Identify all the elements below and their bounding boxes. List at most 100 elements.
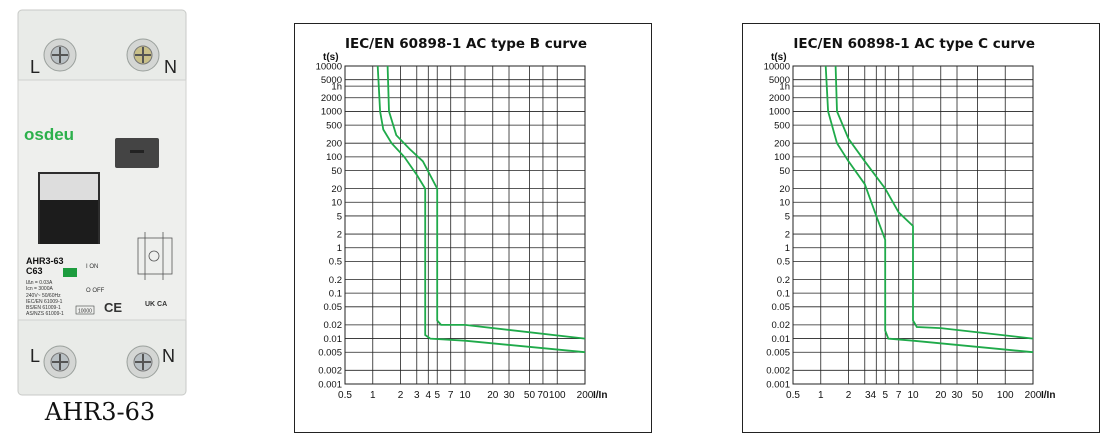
- y-tick-label: 0.001: [766, 379, 790, 390]
- y-tick-label: 10000: [316, 61, 342, 72]
- x-tick-label: 70: [537, 390, 549, 401]
- x-tick-label: 10: [907, 390, 919, 401]
- y-tick-label: 0.5: [329, 257, 342, 268]
- x-tick-label: 5: [882, 390, 888, 401]
- plot-border: [344, 65, 586, 385]
- y-tick-label: 5000: [769, 75, 790, 86]
- y-tick-label: 50: [331, 166, 342, 177]
- curve-series-2: [386, 65, 586, 340]
- x-tick-label: 0.5: [338, 390, 352, 401]
- screw-icon: [43, 38, 77, 72]
- off-label: O OFF: [86, 288, 105, 294]
- x-tick-label: 4: [426, 390, 432, 401]
- y-tick-label: 0.05: [772, 302, 791, 313]
- x-tick-label: 20: [487, 390, 499, 401]
- y-tick-label: 1: [785, 243, 790, 254]
- y-tick-label: 100: [326, 152, 342, 163]
- y-tick-label: 1000: [769, 107, 790, 118]
- spec-line: 240V~ 50/60Hz: [26, 293, 61, 299]
- chart-b-svg: IEC/EN 60898-1 AC type B curve t(s)10000 5…: [316, 36, 608, 401]
- y-tick-label: 0.5: [777, 257, 790, 268]
- x-tick-label: 50: [972, 390, 984, 401]
- y-tick-label: 2000: [769, 93, 790, 104]
- breaker-illustration: L N osdeu AHR3-63 C63 I ON O OFF IΔn = 0…: [17, 9, 187, 396]
- x-tick-label: 1: [370, 390, 376, 401]
- chart-type-b: IEC/EN 60898-1 AC type B curve t(s) 10000 5…: [294, 23, 652, 433]
- model-label: AHR3-63: [26, 256, 64, 266]
- chart-type-c: IEC/EN 60898-1 AC type C curve t(s) 10000 5…: [742, 23, 1100, 433]
- x-tick-label: 50: [524, 390, 536, 401]
- x-tick-label: 10: [459, 390, 471, 401]
- curve-series-1: [376, 65, 586, 354]
- circuit-diagram-icon: [137, 232, 173, 280]
- y-tick-label: 1: [337, 243, 342, 254]
- x-tick-label: 200: [1025, 390, 1042, 401]
- rating-label: C63: [26, 266, 43, 276]
- y-tick-label: 0.01: [324, 334, 343, 345]
- y-tick-label: 10000: [764, 61, 790, 72]
- terminal-label: N: [164, 57, 177, 77]
- y-tick-label: 0.1: [777, 288, 790, 299]
- terminal-label: L: [30, 346, 40, 366]
- screw-icon: [43, 345, 77, 379]
- x-tick-label: 0.5: [786, 390, 800, 401]
- y-tick-label: 100: [774, 152, 790, 163]
- y-tick-label: 0.05: [324, 302, 343, 313]
- spec-line: IΔn = 0.03A: [26, 280, 53, 286]
- chart-title: IEC/EN 60898-1 AC type B curve: [345, 36, 587, 52]
- spec-line: Icn = 3000A: [26, 286, 53, 292]
- ce-mark: CE: [104, 300, 122, 315]
- y-tick-label: 200: [326, 138, 342, 149]
- chart-c-svg: IEC/EN 60898-1 AC type C curve t(s)10000 5…: [764, 36, 1056, 401]
- terminal-label: L: [30, 57, 40, 77]
- y-tick-label: 2000: [321, 93, 342, 104]
- y-tick-label: 2: [337, 229, 342, 240]
- screw-icon: [126, 38, 160, 72]
- x-tick-label: 30: [503, 390, 515, 401]
- product-caption: AHR3-63: [44, 398, 156, 426]
- plot-border: [792, 65, 1034, 385]
- x-tick-label: 2: [846, 390, 852, 401]
- y-tick-label: 0.002: [766, 366, 790, 377]
- y-axis-label: t(s): [771, 52, 787, 63]
- status-indicator: [63, 268, 77, 277]
- y-tick-label: 0.02: [772, 320, 791, 331]
- spec-line: IEC/EN 61009-1: [26, 299, 63, 305]
- spec-line: BS/EN 61009-1: [26, 305, 61, 311]
- y-tick-label: 10: [331, 198, 342, 209]
- y-tick-label: 200: [774, 138, 790, 149]
- y-tick-label: 0.2: [777, 275, 790, 286]
- x-tick-label: 20: [935, 390, 947, 401]
- y-tick-label: 0.005: [766, 348, 790, 359]
- y-tick-label: 0.2: [329, 275, 342, 286]
- x-tick-label: 2: [398, 390, 404, 401]
- brand-logo: osdeu: [24, 125, 74, 144]
- y-tick-label: 20: [331, 184, 342, 195]
- y-axis-label: t(s): [323, 52, 339, 63]
- curve-series-1: [824, 65, 1034, 354]
- x-tick-label: 5: [434, 390, 440, 401]
- y-tick-label: 1h: [331, 81, 342, 92]
- y-tick-label: 5: [337, 211, 342, 222]
- spec-line: AS/NZS 61009-1: [26, 311, 64, 317]
- x-tick-label: 7: [448, 390, 454, 401]
- x-tick-label: 200: [577, 390, 594, 401]
- x-tick-label: 30: [951, 390, 963, 401]
- y-tick-label: 0.002: [318, 366, 342, 377]
- x-tick-label: 100: [997, 390, 1014, 401]
- y-tick-label: 1000: [321, 107, 342, 118]
- x-tick-label: 100: [549, 390, 566, 401]
- y-tick-label: 500: [326, 120, 342, 131]
- x-tick-label: 7: [896, 390, 902, 401]
- x-tick-label: 3: [414, 390, 420, 401]
- box-label: 10000: [78, 309, 92, 315]
- y-tick-label: 0.02: [324, 320, 343, 331]
- y-tick-label: 2: [785, 229, 790, 240]
- y-tick-label: 0.005: [318, 348, 342, 359]
- y-tick-label: 500: [774, 120, 790, 131]
- screw-icon: [126, 345, 160, 379]
- y-tick-label: 0.01: [772, 334, 791, 345]
- x-tick-label: 34: [865, 390, 877, 401]
- y-tick-label: 50: [779, 166, 790, 177]
- x-axis-label: I/In: [1041, 390, 1055, 401]
